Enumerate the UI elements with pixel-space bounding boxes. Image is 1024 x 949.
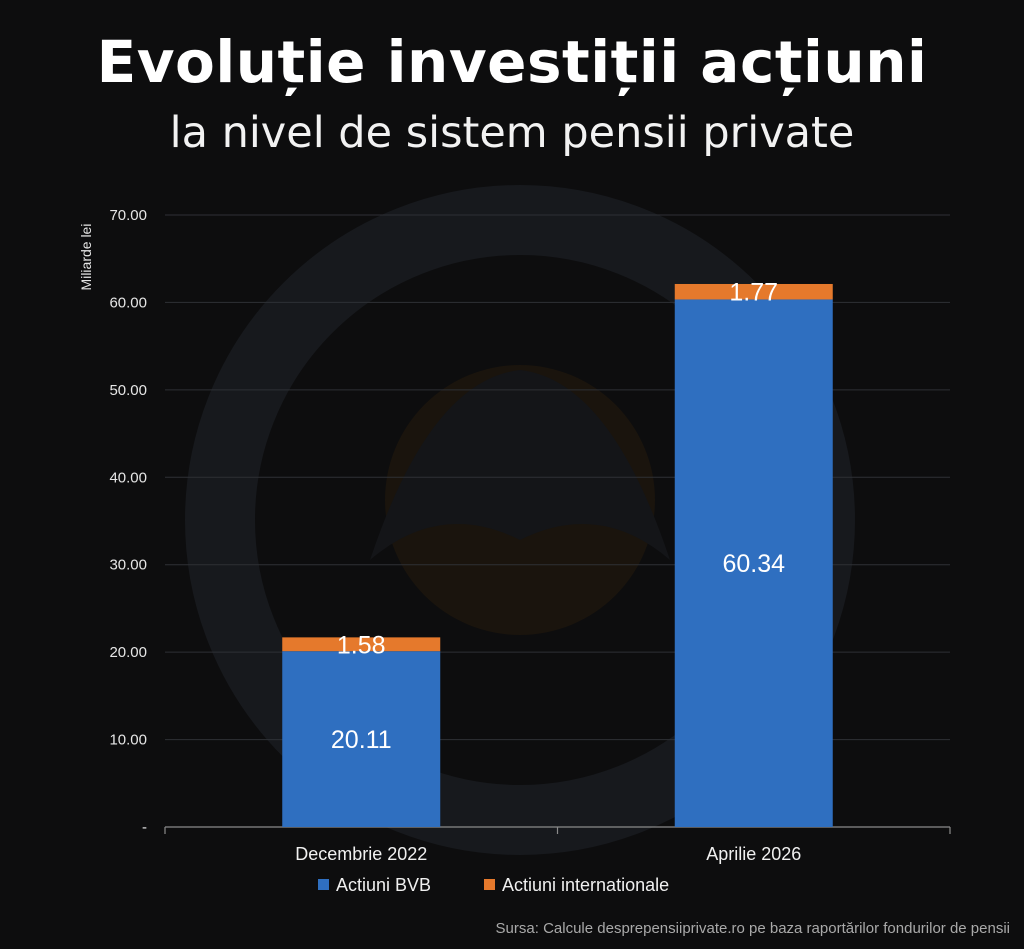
data-label: 20.11: [331, 726, 392, 754]
y-axis-label: Miliarde lei: [78, 224, 94, 291]
y-tick-label: 40.00: [109, 469, 147, 486]
y-tick-label: 10.00: [109, 732, 147, 749]
legend: Actiuni BVB Actiuni internationale: [318, 875, 669, 895]
chart-title: Evoluție investiții acțiuni: [96, 28, 928, 96]
data-label: 1.58: [337, 631, 386, 659]
data-label: 1.77: [729, 279, 778, 307]
x-tick-label: Decembrie 2022: [295, 844, 427, 864]
bar-segment: [282, 651, 441, 827]
legend-swatch: [484, 879, 495, 890]
bar-segment: [674, 299, 833, 827]
data-label: 60.34: [722, 550, 785, 578]
y-tick-label: 30.00: [109, 557, 147, 574]
bars: [282, 283, 833, 827]
y-tick-label: 70.00: [109, 207, 147, 224]
legend-label: Actiuni BVB: [336, 875, 431, 895]
x-tick-label: Aprilie 2026: [706, 844, 801, 864]
bar-segment: [282, 637, 441, 652]
y-tick-label: 50.00: [109, 382, 147, 399]
legend-swatch: [318, 879, 329, 890]
bar-segment: [674, 283, 833, 300]
y-tick-label: 20.00: [109, 644, 147, 661]
y-tick-label: 60.00: [109, 294, 147, 311]
legend-label: Actiuni internationale: [502, 875, 669, 895]
y-tick-label: -: [142, 819, 147, 836]
bar-labels: 20.11 1.58 60.34 1.77: [331, 279, 785, 754]
source-note: Sursa: Calcule desprepensiiprivate.ro pe…: [495, 920, 1010, 937]
chart-subtitle: la nivel de sistem pensii private: [169, 108, 855, 158]
